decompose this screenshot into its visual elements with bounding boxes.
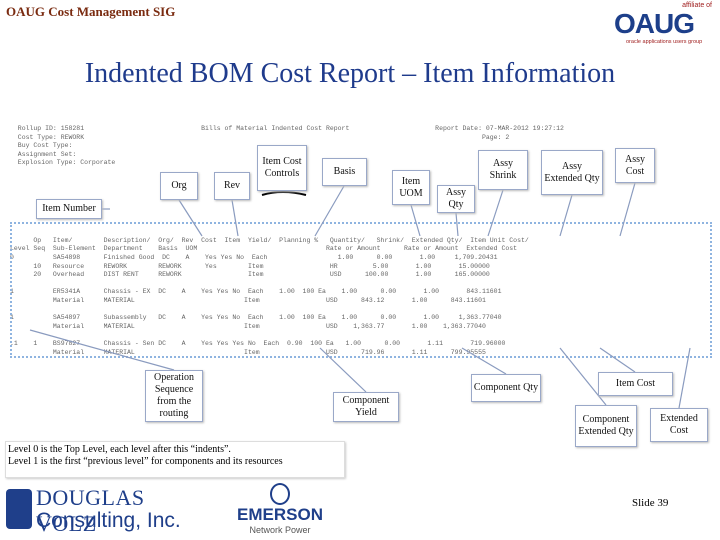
report-line: Assignment Set: <box>10 150 77 158</box>
callout: Rev <box>214 172 250 200</box>
douglas-volz-logo: DOUGLAS VOLZ Consulting, Inc. <box>6 485 196 536</box>
report-line: .1 1 BS97827 Chassis - Sen DC A Yes Yes … <box>10 340 506 347</box>
logo-mark <box>270 483 290 505</box>
report-line: Material MATERIAL Item USD 843.12 1.00 8… <box>10 297 486 304</box>
report-line: Buy Cost Type: <box>10 142 73 150</box>
callout: Operation Sequence from the routing <box>145 370 203 422</box>
callout: Org <box>160 172 198 200</box>
logo-subname: Consulting, Inc. <box>36 509 181 532</box>
slide-title: Indented BOM Cost Report – Item Informat… <box>84 58 616 89</box>
callout: Basis <box>322 158 367 186</box>
note: Level 0 is the Top Level, each level aft… <box>8 444 231 455</box>
logo-subname: Network Power <box>249 525 311 535</box>
report-line: 20 Overhead DIST RENT REWORK Item USD 10… <box>10 271 490 279</box>
report-line: Rollup ID: 158281 Bills of Material Inde… <box>10 125 564 132</box>
callout: Assy Cost <box>615 148 655 183</box>
callout: Assy Shrink <box>478 150 528 190</box>
logo-tagline: oracle applications users group <box>626 39 703 45</box>
callout: Item UOM <box>392 170 430 205</box>
logo-affiliate: affiliate of <box>682 2 712 9</box>
oaug-logo: affiliate of OAUG oracle applications us… <box>612 2 716 48</box>
emerson-logo: EMERSON Network Power <box>228 483 332 537</box>
report-screenshot: Rollup ID: 158281 Bills of Material Inde… <box>10 125 715 360</box>
callout: Component Yield <box>333 392 399 422</box>
logo-name: OAUG <box>614 8 695 39</box>
callout: Item Cost Controls <box>257 145 307 191</box>
report-line: Explosion Type: Corporate <box>10 159 116 167</box>
report-line: 1 SA54897 Subassembly DC A Yes Yes No Ea… <box>10 314 502 322</box>
report-line: Cost Type: REWORK Page: 2 <box>10 133 510 141</box>
callout: Item Cost <box>598 372 673 396</box>
logo-mark <box>6 489 32 529</box>
logo-name: EMERSON <box>237 505 323 524</box>
report-line: 10 Resource REWORK REWORK Yes Item HR 5.… <box>10 262 490 270</box>
note: Level 1 is the first “previous level” fo… <box>8 456 283 467</box>
logo-name: DOUGLAS VOLZ <box>36 485 145 536</box>
slide-number: Slide 39 <box>632 497 669 509</box>
callout: Component Qty <box>471 374 541 402</box>
callout: Assy Qty <box>437 185 475 213</box>
callout: Assy Extended Qty <box>541 150 603 195</box>
report-line: Op Item/ Description/ Org/ Rev Cost Item… <box>10 236 529 244</box>
report-line: 0 SA54898 Finished Good DC A Yes Yes No … <box>10 254 498 261</box>
callout: Component Extended Qty <box>575 405 637 447</box>
callout: Item Number <box>36 199 102 219</box>
report-line: Level Seq Sub-Element Department Basis U… <box>10 245 518 253</box>
report-line: Material MATERIAL Item USD 1,363.77 1.00… <box>10 322 486 330</box>
header-title: OAUG Cost Management SIG <box>6 4 176 19</box>
report-highlight <box>10 222 712 358</box>
callout: Extended Cost <box>650 408 708 442</box>
notes: Level 0 is the Top Level, each level aft… <box>5 441 345 478</box>
